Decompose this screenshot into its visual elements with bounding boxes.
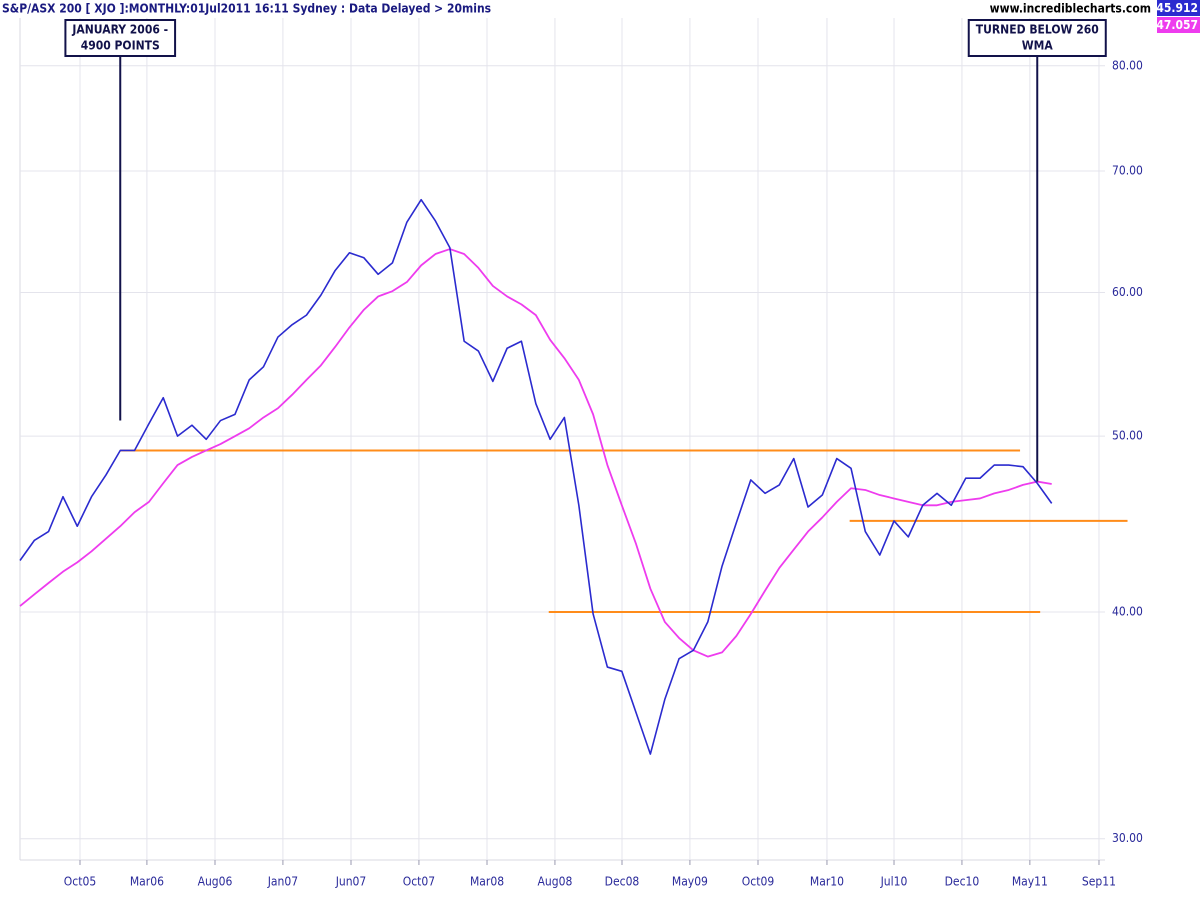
annotation-text: TURNED BELOW 260 [976, 23, 1099, 37]
x-tick-label: Mar10 [810, 875, 844, 889]
source: www.incrediblecharts.com [990, 2, 1151, 16]
x-tick-label: Jun07 [335, 875, 367, 889]
annotation-box [967, 19, 1107, 57]
x-tick-label: May09 [672, 875, 708, 889]
y-tick-label: 50.00 [1112, 429, 1143, 443]
x-tick-label: Sep11 [1082, 875, 1116, 889]
y-tick-label: 80.00 [1112, 58, 1143, 72]
y-tick-label: 60.00 [1112, 285, 1143, 299]
x-tick-label: Oct09 [742, 875, 775, 889]
value-tag [1157, 17, 1200, 33]
y-tick-label: 30.00 [1112, 831, 1143, 845]
x-tick-label: Aug06 [198, 875, 233, 889]
series-line [19, 248, 1052, 658]
annotation-box [64, 19, 177, 57]
x-tick-label: Dec10 [945, 875, 980, 889]
x-tick-label: Mar08 [470, 875, 504, 889]
annotation-text: 4900 POINTS [81, 39, 160, 53]
chart-title: S&P/ASX 200 [ XJO ]:MONTHLY:01Jul2011 16… [2, 2, 491, 16]
value-tag [1157, 0, 1200, 16]
annotation-text: WMA [1022, 39, 1054, 53]
y-tick-label: 70.00 [1112, 164, 1143, 178]
annotation: JANUARY 2006 - 4900 POINTS [64, 19, 177, 57]
annotation-text: JANUARY 2006 - [71, 23, 168, 37]
x-tick-label: Mar06 [130, 875, 164, 889]
series-line [19, 198, 1053, 755]
x-tick-label: Oct05 [64, 875, 96, 889]
annotation: TURNED BELOW 260 WMA [967, 19, 1107, 57]
x-tick-label: Jul10 [880, 875, 908, 889]
y-tick-label: 40.00 [1112, 604, 1143, 618]
value-tag-label: 45.912 [1156, 1, 1198, 15]
value-tag-label: 47.057 [1156, 18, 1198, 32]
x-tick-label: Aug08 [538, 875, 573, 889]
x-tick-label: Oct07 [403, 875, 435, 889]
x-tick-label: May11 [1012, 875, 1048, 889]
x-tick-label: Jan07 [267, 875, 298, 889]
x-tick-label: Dec08 [605, 875, 640, 889]
